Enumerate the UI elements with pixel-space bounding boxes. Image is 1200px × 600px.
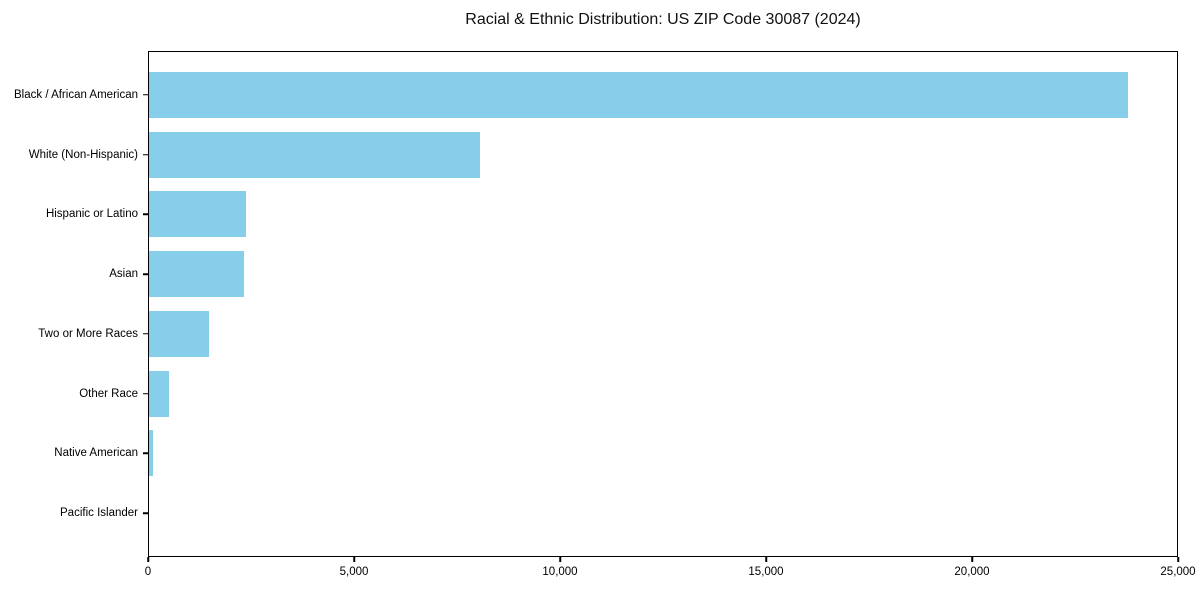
plot-area: Black / African American White (Non-Hispa… xyxy=(14,51,1178,557)
bar-hispanic-or-latino xyxy=(149,191,246,238)
x-tick-mark xyxy=(1177,557,1179,562)
x-tick-mark xyxy=(971,557,973,562)
y-tick-mark xyxy=(143,333,148,335)
x-tick-label: 5,000 xyxy=(339,566,369,578)
bar-white-non-hispanic xyxy=(149,131,481,178)
x-tick-mark xyxy=(353,557,355,562)
y-axis-label: Native American xyxy=(54,447,138,460)
y-tick-mark xyxy=(143,153,148,156)
bar-row-native-american: Native American xyxy=(54,424,1177,484)
bar-native-american xyxy=(149,430,154,477)
bar-row-hispanic-or-latino: Hispanic or Latino xyxy=(46,185,1177,245)
y-axis-label: Two or More Races xyxy=(38,327,138,340)
y-axis-label: Other Race xyxy=(79,387,138,400)
y-axis-label: Hispanic or Latino xyxy=(45,208,138,221)
x-tick-label: 25,000 xyxy=(1160,566,1196,578)
y-axis-label: Asian xyxy=(109,268,138,281)
y-tick-mark xyxy=(143,512,148,514)
bar-row-black-african-american: Black / African American xyxy=(14,65,1177,125)
bar-row-white-non-hispanic: White (Non-Hispanic) xyxy=(29,125,1177,185)
bar-row-two-or-more-races: Two or More Races xyxy=(38,304,1177,364)
bar-two-or-more-races xyxy=(149,310,209,357)
bar-other-race xyxy=(149,370,170,417)
x-axis: 0 5,000 10,000 15,000 20,000 25,000 xyxy=(144,557,1196,593)
y-tick-mark xyxy=(143,213,148,216)
x-tick-mark xyxy=(765,557,767,562)
x-tick-mark xyxy=(559,557,561,562)
plot-rows: Black / African American White (Non-Hispa… xyxy=(14,65,1177,543)
y-axis-label: Pacific Islander xyxy=(60,507,138,520)
bar-row-asian: Asian xyxy=(109,244,1177,304)
y-axis-label: White (Non-Hispanic) xyxy=(28,148,138,161)
x-tick-mark xyxy=(147,557,149,562)
bar-asian xyxy=(149,251,244,298)
y-tick-mark xyxy=(143,452,148,455)
y-tick-mark xyxy=(143,94,148,96)
bar-black-african-american xyxy=(149,71,1128,118)
x-tick-label: 0 xyxy=(144,566,152,578)
x-tick-label: 10,000 xyxy=(542,566,578,578)
y-tick-mark xyxy=(143,273,148,275)
x-tick-label: 20,000 xyxy=(954,566,990,578)
bar-row-other-race: Other Race xyxy=(79,364,1177,424)
chart-title: Racial & Ethnic Distribution: US ZIP Cod… xyxy=(465,11,861,28)
y-axis-label: Black / African American xyxy=(14,88,138,101)
y-tick-mark xyxy=(143,392,148,395)
bar-row-pacific-islander: Pacific Islander xyxy=(60,483,1177,543)
x-tick-label: 15,000 xyxy=(748,566,784,578)
